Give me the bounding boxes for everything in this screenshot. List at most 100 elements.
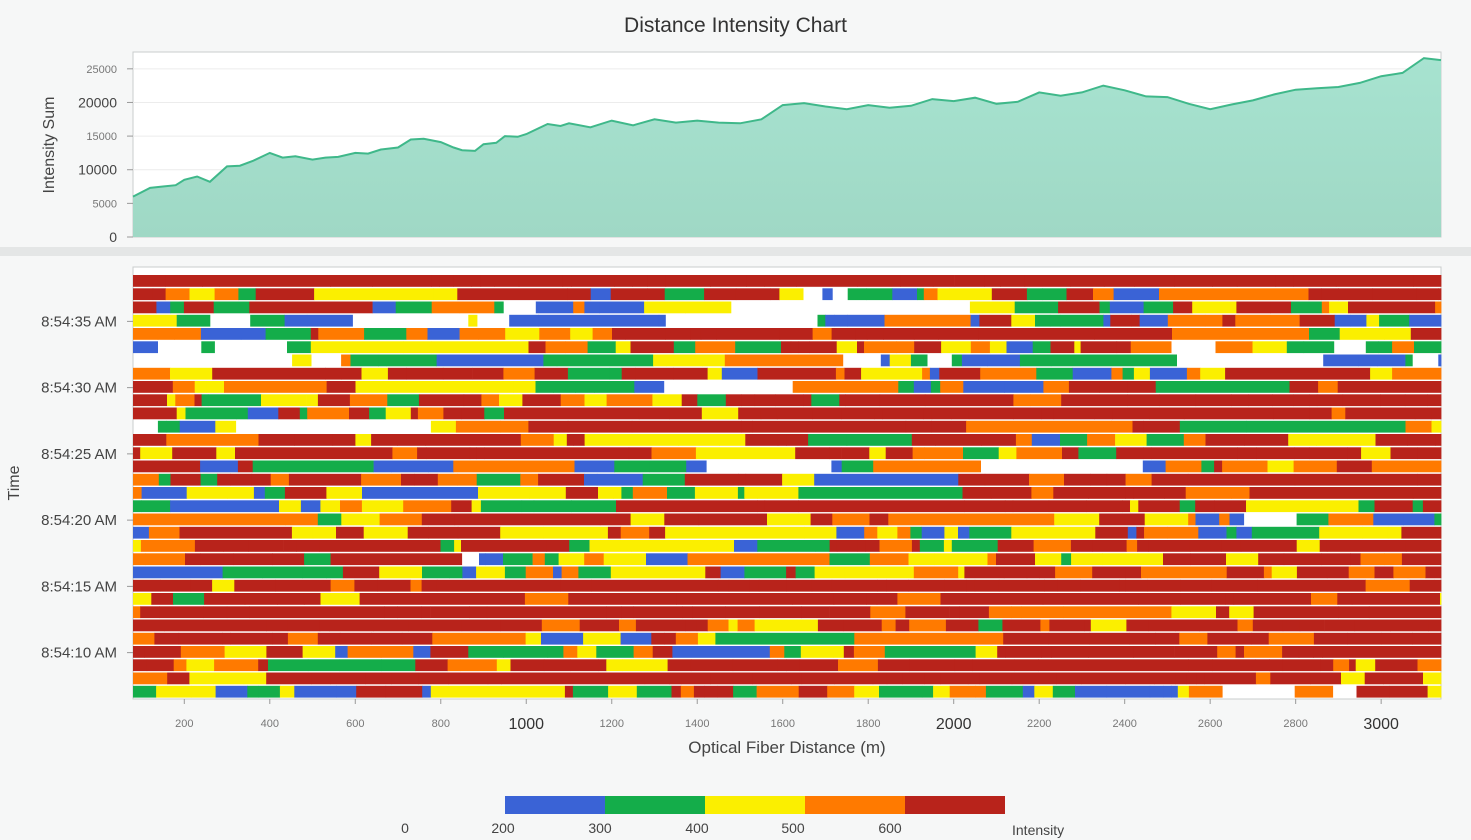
heatmap-cell	[372, 275, 432, 287]
x-tick-label: 2200	[1027, 718, 1051, 730]
heatmap-cell	[665, 328, 691, 340]
y-tick-label: 25000	[86, 64, 117, 76]
heatmap-cell	[1257, 579, 1366, 592]
heatmap-cell	[1310, 672, 1342, 685]
heatmap-cell	[592, 328, 613, 340]
heatmap-cell	[886, 672, 903, 685]
heatmap-cell	[212, 579, 235, 592]
heatmap-cell	[532, 553, 546, 566]
heatmap-cell	[998, 579, 1045, 592]
heatmap-cell	[1318, 381, 1339, 393]
heatmap-cell	[1164, 487, 1187, 499]
heatmap-cell	[326, 381, 356, 393]
heatmap-cell	[377, 579, 411, 592]
heatmap-cell	[769, 646, 785, 658]
heatmap-cell	[978, 619, 1003, 632]
heatmap-cell	[1148, 619, 1176, 632]
heatmap-cell	[1015, 434, 1033, 446]
heatmap-cell	[932, 275, 955, 287]
heatmap-cell	[258, 685, 281, 698]
heatmap-cell	[979, 314, 1012, 327]
heatmap-cell	[426, 447, 471, 460]
heatmap-cell	[569, 540, 590, 552]
heatmap-cell	[649, 460, 687, 473]
heatmap-cell	[633, 606, 683, 619]
heatmap-cell	[922, 367, 931, 380]
heatmap-cell	[567, 420, 633, 433]
heatmap-cell	[1392, 367, 1442, 380]
heatmap-cell	[553, 566, 562, 579]
heatmap-cell	[1407, 434, 1436, 446]
heatmap-cell	[1094, 407, 1113, 420]
heatmap-cell	[1112, 407, 1150, 420]
heatmap-cell	[538, 473, 585, 486]
heatmap-cell	[185, 407, 237, 420]
heatmap-cell	[1060, 434, 1088, 446]
heatmap-cell	[174, 328, 202, 340]
heatmap-cell	[133, 367, 171, 380]
heatmap-cell	[425, 434, 522, 446]
heatmap-cell	[560, 394, 585, 407]
heatmap-cell	[133, 341, 158, 354]
heatmap-cell	[469, 447, 477, 460]
heatmap-cell	[175, 394, 195, 407]
heatmap-cell	[996, 553, 1036, 566]
heatmap-cell	[664, 288, 705, 301]
heatmap-cell	[1110, 314, 1132, 327]
heatmap-cell	[179, 420, 216, 433]
heatmap-cell	[1440, 526, 1442, 539]
heatmap-cell	[1413, 275, 1442, 287]
heatmap-cell	[1226, 553, 1259, 566]
heatmap-cell	[980, 367, 1037, 380]
heatmap-cell	[156, 685, 192, 698]
heatmap-cell	[803, 394, 812, 407]
heatmap-cell	[687, 553, 830, 566]
heatmap-cell	[910, 526, 923, 539]
heatmap-cell	[735, 288, 771, 301]
heatmap-cell	[1438, 354, 1442, 367]
heatmap-cell	[1183, 434, 1206, 446]
heatmap-cell	[294, 685, 337, 698]
heatmap-cell	[684, 473, 739, 486]
x-tick-label: 3000	[1363, 716, 1399, 733]
heatmap-cell	[966, 420, 1112, 433]
heatmap-cell	[696, 619, 709, 632]
heatmap-cell	[413, 646, 431, 658]
heatmap-cell	[1251, 632, 1270, 645]
heatmap-cell	[504, 566, 527, 579]
heatmap-cell	[620, 632, 652, 645]
heatmap-cell	[686, 460, 707, 473]
heatmap-cell	[570, 328, 594, 340]
heatmap-cell	[1003, 632, 1049, 645]
heatmap-cell	[1337, 381, 1442, 393]
heatmap-cell	[1253, 606, 1339, 619]
heatmap-cell	[1236, 526, 1253, 539]
heatmap-cell	[745, 434, 779, 446]
heatmap-cell	[141, 487, 188, 499]
heatmap-cell	[287, 619, 321, 632]
heatmap-cell	[833, 646, 845, 658]
heatmap-cell	[186, 487, 228, 499]
heatmap-cell	[573, 434, 585, 446]
heatmap-cell	[1173, 301, 1193, 314]
heatmap-cell	[468, 646, 504, 658]
heatmap-cell	[1051, 646, 1089, 658]
heatmap-cell	[320, 593, 361, 605]
legend-swatch	[905, 796, 1005, 814]
heatmap-cell	[1282, 659, 1321, 672]
heatmap-cell	[665, 526, 805, 539]
heatmap-cell	[881, 619, 896, 632]
heatmap-cell	[461, 540, 547, 552]
heatmap-cell	[1048, 500, 1087, 513]
heatmap-cell	[151, 593, 174, 605]
heatmap-cell	[476, 566, 506, 579]
heatmap-cell	[397, 606, 422, 619]
heatmap-cell	[1309, 447, 1348, 460]
heatmap-cell	[866, 328, 884, 340]
heatmap-cell	[1195, 394, 1232, 407]
heatmap-cell	[334, 288, 434, 301]
heatmap-cell	[963, 447, 1000, 460]
heatmap-cell	[1291, 301, 1323, 314]
heatmap-cell	[724, 354, 844, 367]
heatmap-cell	[1006, 341, 1034, 354]
